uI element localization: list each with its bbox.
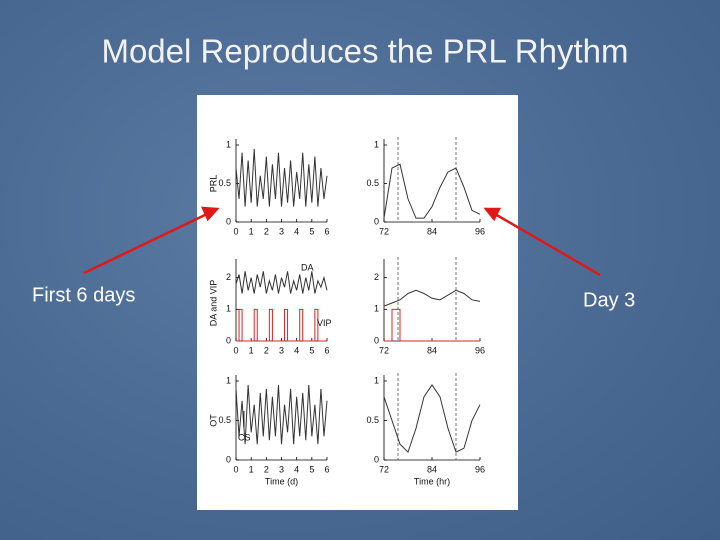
y-axis-label: DA and VIP [208,280,218,327]
data-line [236,308,327,342]
y-tick-label: 1 [374,304,379,314]
x-tick-label: 96 [475,345,485,355]
data-line [235,271,328,294]
x-tick-label: 3 [279,464,284,474]
series-label: VIP [317,318,332,328]
y-tick-label: 0 [226,216,231,226]
x-tick-label: 2 [264,345,269,355]
x-tick-label: 3 [279,226,284,236]
y-tick-label: 1 [374,375,379,385]
x-tick-label: 72 [379,226,389,236]
x-tick-label: 96 [475,464,485,474]
x-tick-label: 5 [309,345,314,355]
x-tick-label: 1 [249,226,254,236]
y-axis-label: OT [208,414,218,427]
x-tick-label: 4 [294,464,299,474]
data-line [384,308,480,342]
data-line [383,289,481,307]
x-tick-label: 84 [427,226,437,236]
left-label: First 6 days [32,284,135,306]
y-tick-label: 1 [226,139,231,149]
slide-title: Model Reproduces the PRL Rhythm [101,33,628,70]
y-tick-label: 1 [374,139,379,149]
x-tick-label: 4 [294,226,299,236]
y-tick-label: 0.5 [218,178,231,188]
figure [197,95,518,510]
x-tick-label: 0 [233,226,238,236]
y-tick-label: 0 [226,335,231,345]
series-label: DA [301,262,314,272]
x-tick-label: 6 [324,226,329,236]
annotation: CS [238,432,251,442]
x-tick-label: 4 [294,345,299,355]
x-tick-label: 6 [324,345,329,355]
y-tick-label: 0.5 [366,415,379,425]
x-tick-label: 6 [324,464,329,474]
data-line [235,148,328,207]
x-axis-label: Time (hr) [414,476,450,486]
y-tick-label: 0.5 [218,415,231,425]
y-tick-label: 0 [374,335,379,345]
y-tick-label: 0 [226,454,231,464]
x-tick-label: 0 [233,345,238,355]
x-tick-label: 2 [264,464,269,474]
x-axis-label: Time (d) [265,476,298,486]
y-tick-label: 1 [226,304,231,314]
x-tick-label: 1 [249,464,254,474]
x-tick-label: 1 [249,345,254,355]
y-tick-label: 0.5 [366,178,379,188]
data-line [383,384,481,454]
x-tick-label: 5 [309,464,314,474]
data-line [383,163,481,219]
y-axis-label: PRL [208,175,218,193]
y-tick-label: 0 [374,454,379,464]
y-tick-label: 0 [374,216,379,226]
x-tick-label: 0 [233,464,238,474]
x-tick-label: 3 [279,345,284,355]
arrows [83,206,601,277]
y-tick-label: 1 [226,375,231,385]
x-tick-label: 5 [309,226,314,236]
x-tick-label: 84 [427,464,437,474]
x-tick-label: 72 [379,464,389,474]
y-tick-label: 2 [374,272,379,282]
y-tick-label: 2 [226,272,231,282]
x-tick-label: 72 [379,345,389,355]
right-label: Day 3 [583,289,635,311]
x-tick-label: 96 [475,226,485,236]
x-tick-label: 2 [264,226,269,236]
data-line [235,384,328,445]
x-tick-label: 84 [427,345,437,355]
